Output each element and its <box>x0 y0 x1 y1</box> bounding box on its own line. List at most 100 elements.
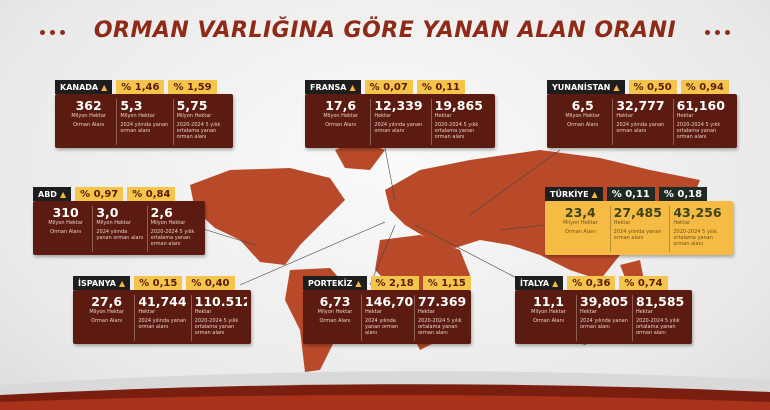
stat-value: 362 <box>75 99 102 113</box>
country-tag: FRANSA ▲ <box>305 80 361 94</box>
stat-unit: Milyon Hektar <box>48 220 83 226</box>
country-tag: TÜRKİYE ▲ <box>545 187 603 201</box>
stat-burned2024: 5,3 Milyon Hektar 2024 yılında yanan orman… <box>116 99 172 145</box>
stat-forest: 11,1 Milyon Hektar Orman Alanı <box>521 295 576 341</box>
stat-value: 43,256 <box>673 206 722 220</box>
pct-avg-badge: % 1,59 <box>168 80 217 94</box>
country-tag: ABD ▲ <box>33 187 72 201</box>
card-tags: TÜRKİYE ▲% 0,11% 0,18 <box>545 187 708 201</box>
stat-value: 310 <box>52 206 79 220</box>
stat-caption: 2024 yılında yanan orman alanı <box>580 318 628 330</box>
country-name: PORTEKİZ <box>308 278 353 288</box>
stat-caption: 2020-2024 5 yılık ortalama yanan orman a… <box>636 318 680 336</box>
stat-caption: 2020-2024 5 yılık ortalama yanan orman a… <box>194 318 239 336</box>
stat-burned2024: 146,708Hektar 2024 yılında yanan orman al… <box>361 295 414 341</box>
card-body: 11,1 Milyon Hektar Orman Alanı 39,805 Hektar… <box>515 290 692 344</box>
bottom-swoosh <box>0 371 770 410</box>
card-tags: ABD ▲% 0,97% 0,84 <box>33 187 176 201</box>
stat-burned2024: 27,485 Hektar 2024 yılında yanan orman ala… <box>609 206 670 252</box>
stat-value: 6,5 <box>571 99 594 113</box>
stat-value: 27,6 <box>91 295 123 309</box>
stat-value: 110.512 <box>194 295 247 309</box>
stat-caption: 2020-2024 5 yılık ortalama yanan orman a… <box>418 318 462 336</box>
stat-burned2024: 39,805 Hektar 2024 yılında yanan orman ala… <box>576 295 632 341</box>
stat-forest: 27,6 Milyon Hektar Orman Alanı <box>79 295 134 341</box>
stat-burnedAvg: 81,585 Hektar 2020-2024 5 yılık ortalama y… <box>632 295 688 341</box>
country-tag: PORTEKİZ ▲ <box>303 276 367 290</box>
stat-unit: Hektar <box>418 309 435 315</box>
stat-burned2024: 41,744 Hektar 2024 yılında yanan orman ala… <box>134 295 190 341</box>
pct-avg-badge: % 0,18 <box>658 187 708 201</box>
country-name: ABD <box>38 189 57 199</box>
stat-burned2024: 3,0 Milyon Hektar 2024 yılında yanan orman… <box>92 206 146 252</box>
stat-caption: Orman Alanı <box>50 229 82 235</box>
stat-unit: Hektar <box>636 309 653 315</box>
country-tag: KANADA ▲ <box>55 80 113 94</box>
country-card: 11,1 Milyon Hektar Orman Alanı 39,805 Hektar… <box>515 276 692 344</box>
card-body: 27,6 Milyon Hektar Orman Alanı 41,744 Hektar… <box>73 290 251 344</box>
stat-unit: Hektar <box>365 309 382 315</box>
stat-forest: 310 Milyon Hektar Orman Alanı <box>39 206 92 252</box>
pct-avg-badge: % 0,94 <box>680 80 729 94</box>
flame-icon: ▲ <box>613 82 620 92</box>
stat-unit: Hektar <box>374 113 392 119</box>
pct-2024-badge: % 2,18 <box>370 276 419 290</box>
flame-icon: ▲ <box>349 82 356 92</box>
stat-value: 146,708 <box>365 295 414 309</box>
stat-unit: Hektar <box>673 220 691 226</box>
country-card: 362 Milyon Hektar Orman Alanı 5,3 Milyon Hek… <box>55 80 233 148</box>
stat-unit: Hektar <box>613 220 631 226</box>
stat-value: 6,73 <box>319 295 351 309</box>
card-tags: İSPANYA ▲% 0,15% 0,40 <box>73 276 235 290</box>
stat-caption: 2020-2024 5 yılık ortalama yanan orman a… <box>434 122 479 140</box>
stat-value: 77.369 <box>418 295 467 309</box>
card-tags: İTALYA ▲% 0,36% 0,74 <box>515 276 668 290</box>
stat-forest: 23,4 Milyon Hektar Orman Alanı <box>551 206 610 252</box>
country-name: TÜRKİYE <box>550 189 589 199</box>
stat-unit: Hektar <box>676 113 694 119</box>
stat-caption: 2024 yılında yanan orman alanı <box>374 122 423 134</box>
stat-value: 5,75 <box>176 99 208 113</box>
stat-value: 27,485 <box>613 206 662 220</box>
stat-unit: Hektar <box>138 309 156 315</box>
stat-caption: Orman Alanı <box>325 122 357 128</box>
stat-caption: Orman Alanı <box>319 318 351 324</box>
stat-forest: 17,6 Milyon Hektar Orman Alanı <box>311 99 370 145</box>
stat-value: 41,744 <box>138 295 187 309</box>
stat-value: 61,160 <box>676 99 725 113</box>
stat-caption: 2020-2024 5 yılık ortalama yanan orman a… <box>676 122 721 140</box>
stat-caption: 2024 yılında yanan orman alanı <box>120 122 169 134</box>
country-tag: İTALYA ▲ <box>515 276 564 290</box>
stat-value: 32,777 <box>616 99 665 113</box>
stat-burned2024: 32,777 Hektar 2024 yılında yanan orman ala… <box>612 99 672 145</box>
stat-unit: Milyon Hektar <box>317 309 353 315</box>
pct-avg-badge: % 0,84 <box>127 187 176 201</box>
pct-2024-badge: % 0,15 <box>134 276 183 290</box>
stat-value: 23,4 <box>564 206 596 220</box>
stat-unit: Milyon Hektar <box>71 113 106 119</box>
stat-caption: 2020-2024 5 yılık ortalama yanan orman a… <box>176 122 221 140</box>
country-card: 23,4 Milyon Hektar Orman Alanı 27,485 Hektar… <box>545 187 733 255</box>
stat-unit: Milyon Hektar <box>565 113 600 119</box>
stat-unit: Hektar <box>580 309 597 315</box>
pct-2024-badge: % 0,50 <box>628 80 677 94</box>
stat-caption: 2024 yılında yanan orman alanı <box>138 318 187 330</box>
country-tag: YUNANİSTAN ▲ <box>547 80 625 94</box>
stat-unit: Milyon Hektar <box>531 309 566 315</box>
stat-unit: Hektar <box>434 113 452 119</box>
pct-2024-badge: % 0,97 <box>75 187 124 201</box>
flame-icon: ▲ <box>118 278 126 288</box>
card-tags: FRANSA ▲% 0,07% 0,11 <box>305 80 465 94</box>
stat-burnedAvg: 19,865 Hektar 2020-2024 5 yılık ortalama y… <box>430 99 491 145</box>
stat-caption: Orman Alanı <box>73 122 105 128</box>
country-name: İTALYA <box>520 278 550 288</box>
country-card: 6,5 Milyon Hektar Orman Alanı 32,777 Hektar 2… <box>547 80 737 148</box>
stat-unit: Milyon Hektar <box>323 113 358 119</box>
pct-2024-badge: % 0,36 <box>567 276 616 290</box>
title-dots-right <box>705 30 730 35</box>
flame-icon: ▲ <box>552 278 559 288</box>
flame-icon: ▲ <box>101 82 108 92</box>
card-tags: PORTEKİZ ▲% 2,18% 1,15 <box>303 276 471 290</box>
stat-forest: 6,73 Milyon Hektar Orman Alanı <box>309 295 361 341</box>
